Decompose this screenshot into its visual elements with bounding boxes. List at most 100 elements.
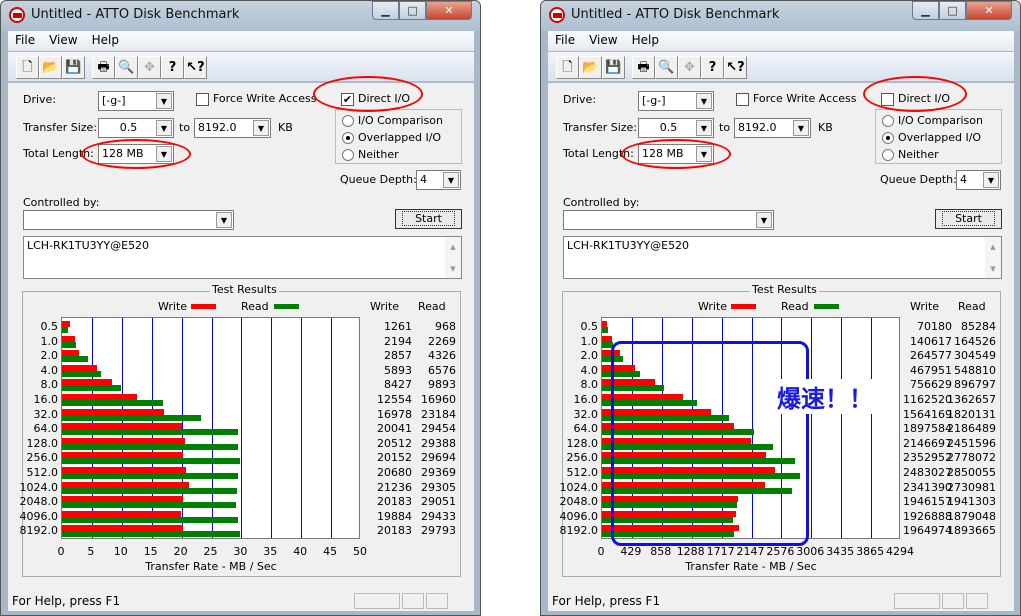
start-button[interactable]: Start (395, 209, 462, 229)
chevron-down-icon[interactable]: ▼ (756, 212, 772, 228)
gridline (781, 318, 783, 538)
read-value: 29694 (421, 451, 456, 465)
read-bar (602, 429, 755, 436)
move-button[interactable]: ✥ (678, 56, 701, 79)
read-bar (602, 370, 641, 377)
transfer-to-select[interactable]: 8192.0 ▼ (734, 118, 811, 138)
transfer-to-select[interactable]: 8192.0 ▼ (194, 118, 271, 138)
drive-select[interactable]: [-g-] ▼ (98, 91, 174, 111)
new-button[interactable]: 🗋 (16, 56, 39, 79)
help-button[interactable]: ? (161, 56, 184, 79)
queue-depth-select[interactable]: 4 ▼ (956, 170, 1001, 190)
io-radio-0[interactable] (882, 115, 894, 127)
force-write-checkbox[interactable] (736, 93, 749, 106)
transfer-from-select[interactable]: 0.5 ▼ (98, 118, 174, 138)
row-size-label: 8.0 (40, 378, 59, 392)
chevron-down-icon[interactable]: ▼ (216, 212, 232, 228)
chevron-down-icon[interactable]: ▼ (696, 120, 712, 136)
menu-view[interactable]: View (49, 33, 78, 47)
legend-write-swatch (191, 304, 216, 309)
chevron-down-icon[interactable]: ▼ (983, 172, 999, 188)
textarea-scrollbar[interactable]: ▲ ▼ (985, 237, 1001, 278)
print-button[interactable]: 🖶 (632, 56, 655, 79)
force-write-checkbox[interactable] (196, 93, 209, 106)
menu-help[interactable]: Help (91, 33, 119, 47)
io-radio-0[interactable] (342, 115, 354, 127)
minimize-button[interactable]: ▁ (372, 1, 399, 20)
io-radio-2[interactable] (342, 149, 354, 161)
description-textarea[interactable]: LCH-RK1TU3YY@E520 ▲ ▼ (563, 236, 1002, 279)
scroll-up-icon[interactable]: ▲ (990, 243, 996, 251)
status-text: For Help, press F1 (552, 594, 661, 608)
total-length-label: Total Length: (563, 147, 634, 160)
context-help-button[interactable]: ↖? (724, 56, 747, 79)
open-button[interactable]: 📂 (39, 56, 62, 79)
description-textarea[interactable]: LCH-RK1TU3YY@E520 ▲ ▼ (23, 236, 462, 279)
write-value: 70180 (917, 320, 952, 333)
read-bar (602, 414, 729, 421)
print-preview-button[interactable]: 🔍 (655, 56, 678, 79)
menu-view[interactable]: View (589, 33, 618, 47)
minimize-button[interactable]: ▁ (912, 1, 939, 20)
column-read-header: Read (418, 300, 446, 313)
start-button[interactable]: Start (935, 209, 1002, 229)
x-tick-label: 50 (353, 545, 367, 558)
move-button[interactable]: ✥ (138, 56, 161, 79)
transfer-from-select[interactable]: 0.5 ▼ (638, 118, 714, 138)
x-tick-label: 1717 (706, 545, 735, 558)
menu-help[interactable]: Help (631, 33, 659, 47)
drive-select[interactable]: [-g-] ▼ (638, 91, 714, 111)
maximize-button[interactable]: □ (939, 1, 966, 20)
read-value: 29454 (421, 422, 456, 436)
close-button[interactable]: ✕ (426, 1, 472, 20)
queue-depth-select[interactable]: 4 ▼ (416, 170, 461, 190)
write-value: 140617 (910, 334, 952, 348)
context-help-button[interactable]: ↖? (184, 56, 207, 79)
controlled-by-select[interactable]: ▼ (563, 210, 774, 230)
row-size-label: 16.0 (573, 393, 599, 406)
column-read-header: Read (958, 300, 986, 313)
annotation-box (611, 341, 809, 546)
write-value: 20183 (377, 495, 412, 509)
chevron-down-icon[interactable]: ▼ (443, 172, 459, 188)
write-value: 1897584 (903, 422, 952, 436)
read-value: 2186489 (947, 422, 996, 436)
scroll-down-icon[interactable]: ▼ (990, 265, 996, 273)
column-write-header: Write (370, 300, 400, 313)
write-value: 264577 (910, 349, 952, 363)
save-button[interactable]: 💾 (602, 56, 625, 79)
print-preview-button[interactable]: 🔍 (115, 56, 138, 79)
menu-file[interactable]: File (555, 33, 576, 47)
help-button[interactable]: ? (701, 56, 724, 79)
chevron-down-icon[interactable]: ▼ (253, 120, 269, 136)
save-button[interactable]: 💾 (62, 56, 85, 79)
read-value: 29305 (421, 480, 456, 494)
maximize-button[interactable]: □ (399, 1, 426, 20)
kb-label: KB (818, 121, 833, 134)
row-size-label: 256.0 (26, 451, 59, 465)
move-icon: ✥ (144, 60, 155, 75)
chevron-down-icon[interactable]: ▼ (793, 120, 809, 136)
write-bar (602, 423, 735, 430)
io-radio-1[interactable] (882, 132, 894, 144)
print-button[interactable]: 🖶 (92, 56, 115, 79)
open-button[interactable]: 📂 (579, 56, 602, 79)
chevron-down-icon[interactable]: ▼ (696, 93, 712, 109)
force-write-label: Force Write Access (213, 92, 317, 105)
controlled-by-select[interactable]: ▼ (23, 210, 234, 230)
scroll-down-icon[interactable]: ▼ (450, 265, 456, 273)
gridline (241, 318, 243, 538)
chevron-down-icon[interactable]: ▼ (156, 120, 172, 136)
io-radio-1[interactable] (342, 132, 354, 144)
write-value: 467951 (910, 363, 952, 377)
textarea-scrollbar[interactable]: ▲ ▼ (445, 237, 461, 278)
io-radio-2[interactable] (882, 149, 894, 161)
transfer-from-select-value: 0.5 (119, 121, 138, 134)
close-button[interactable]: ✕ (966, 1, 1012, 20)
chevron-down-icon[interactable]: ▼ (156, 93, 172, 109)
status-text: For Help, press F1 (12, 594, 121, 608)
atto-app-icon (9, 7, 25, 23)
scroll-up-icon[interactable]: ▲ (450, 243, 456, 251)
new-button[interactable]: 🗋 (556, 56, 579, 79)
menu-file[interactable]: File (15, 33, 36, 47)
